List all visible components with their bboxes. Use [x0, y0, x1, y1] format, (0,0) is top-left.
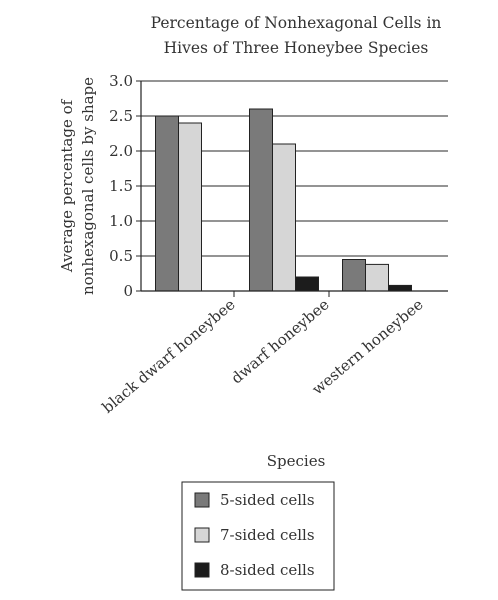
y-tick-label: 1.0: [109, 212, 133, 230]
chart-title-line-1: Percentage of Nonhexagonal Cells in: [151, 14, 442, 32]
y-axis-ticks: 0 0.5 1.0 1.5 2.0 2.5 3.0: [109, 72, 133, 300]
legend-swatch: [194, 492, 210, 508]
bar-3-2: [295, 276, 319, 292]
category-label: black dwarf honeybee: [99, 295, 239, 417]
y-tick-label: 0.5: [109, 247, 133, 265]
y-tick-label: 2.5: [109, 107, 133, 125]
bar-3-3: [388, 284, 412, 292]
legend: 5-sided cells 7-sided cells 8-sided cells: [181, 481, 335, 591]
bar-2-2: [272, 143, 296, 292]
category-label: dwarf honeybee: [228, 295, 333, 387]
y-tick-label: 1.5: [109, 177, 133, 195]
legend-swatch: [194, 562, 210, 578]
bar-2-1: [178, 122, 202, 292]
legend-label: 5-sided cells: [220, 491, 315, 509]
bar-1-2: [249, 108, 273, 292]
y-tick-label: 0: [123, 282, 133, 300]
bar-2-3: [365, 263, 389, 292]
y-tick-label: 2.0: [109, 142, 133, 160]
y-axis-title-line-2: nonhexagonal cells by shape: [79, 77, 97, 295]
bar-1-3: [342, 259, 366, 292]
legend-label: 7-sided cells: [220, 526, 315, 544]
bars: [155, 108, 412, 292]
legend-label: 8-sided cells: [220, 561, 315, 579]
bar-1-1: [155, 115, 179, 292]
y-axis-title-line-1: Average percentage of: [58, 98, 76, 273]
legend-swatch: [194, 527, 210, 543]
chart-title: Percentage of Nonhexagonal Cells in Hive…: [151, 14, 442, 57]
chart-title-line-2: Hives of Three Honeybee Species: [164, 39, 429, 57]
y-axis-title: Average percentage of nonhexagonal cells…: [58, 77, 97, 295]
x-axis-title: Species: [267, 452, 326, 470]
axes: [140, 81, 448, 297]
y-tick-label: 3.0: [109, 72, 133, 90]
